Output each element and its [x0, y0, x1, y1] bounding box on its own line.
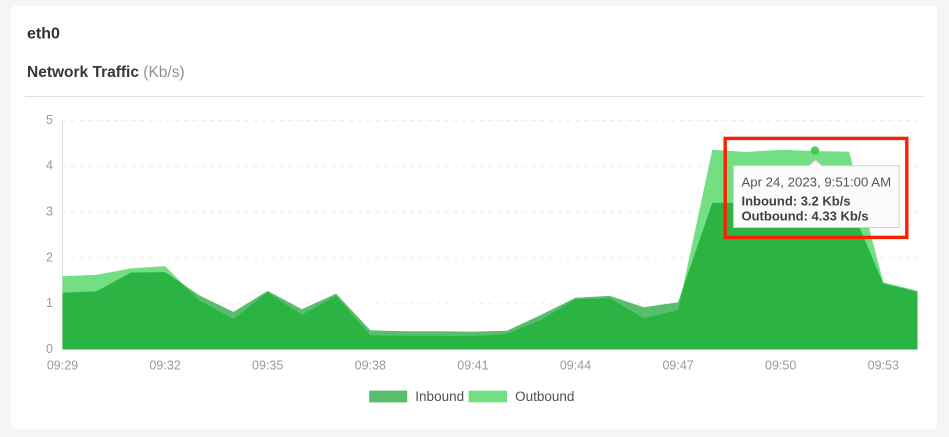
svg-text:3: 3 — [46, 205, 53, 219]
svg-text:09:29: 09:29 — [47, 359, 78, 373]
svg-text:Inbound: Inbound — [415, 389, 464, 404]
svg-text:5: 5 — [46, 113, 53, 127]
svg-text:2: 2 — [46, 250, 53, 264]
svg-text:0: 0 — [46, 342, 53, 356]
svg-text:1: 1 — [46, 296, 53, 310]
svg-text:09:44: 09:44 — [560, 359, 591, 373]
svg-text:09:35: 09:35 — [252, 359, 283, 373]
svg-text:eth0: eth0 — [27, 26, 60, 43]
svg-text:09:53: 09:53 — [868, 359, 899, 373]
svg-text:09:38: 09:38 — [355, 359, 386, 373]
svg-text:Network Traffic (Kb/s): Network Traffic (Kb/s) — [27, 64, 185, 81]
svg-text:Apr 24, 2023, 9:51:00 AM: Apr 24, 2023, 9:51:00 AM — [742, 174, 892, 189]
svg-text:Outbound: Outbound — [515, 389, 574, 404]
svg-text:09:47: 09:47 — [662, 359, 693, 373]
svg-text:09:50: 09:50 — [765, 359, 796, 373]
svg-text:09:41: 09:41 — [457, 359, 488, 373]
svg-text:4: 4 — [46, 159, 53, 173]
svg-text:Outbound: 4.33 Kb/s: Outbound: 4.33 Kb/s — [742, 208, 869, 223]
svg-text:Inbound: 3.2 Kb/s: Inbound: 3.2 Kb/s — [742, 194, 851, 209]
svg-text:09:32: 09:32 — [149, 359, 180, 373]
